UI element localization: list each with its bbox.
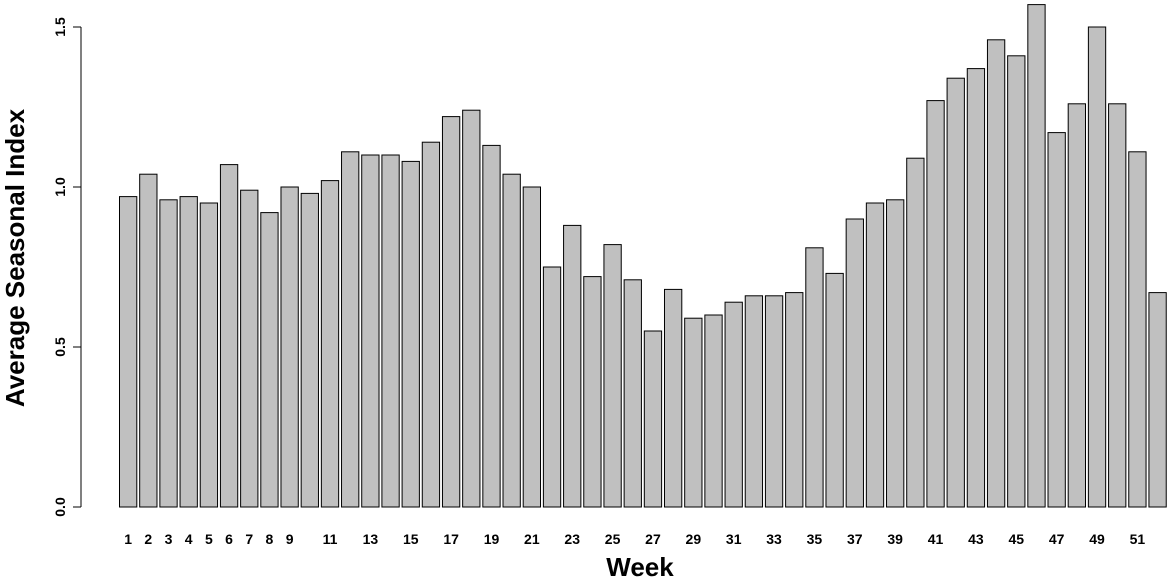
x-tick-label: 7 bbox=[245, 531, 253, 547]
bar-week-49 bbox=[1087, 26, 1107, 508]
bar-week-3 bbox=[159, 199, 178, 508]
bar-week-13 bbox=[361, 154, 380, 508]
x-axis-title: Week bbox=[606, 552, 674, 581]
bar-week-43 bbox=[966, 68, 986, 508]
x-tick-label: 51 bbox=[1130, 531, 1146, 547]
x-tick-label: 8 bbox=[266, 531, 274, 547]
bar-week-36 bbox=[825, 272, 844, 508]
y-tick-label: 0.5 bbox=[52, 337, 68, 357]
y-tick-label: 0.0 bbox=[52, 497, 68, 517]
x-tick-label: 25 bbox=[605, 531, 621, 547]
bar-week-11 bbox=[320, 180, 340, 508]
bar-week-51 bbox=[1128, 151, 1147, 508]
x-tick-label: 35 bbox=[807, 531, 823, 547]
bar-week-42 bbox=[946, 77, 965, 508]
x-tick-label: 3 bbox=[165, 531, 173, 547]
bar-week-24 bbox=[583, 276, 602, 508]
y-tick-label: 1.0 bbox=[52, 177, 68, 197]
bar-week-16 bbox=[421, 141, 441, 508]
x-tick-label: 13 bbox=[363, 531, 379, 547]
bar-week-23 bbox=[563, 224, 582, 508]
bar-week-46 bbox=[1027, 4, 1046, 508]
bar-week-9 bbox=[280, 186, 299, 508]
bar-week-45 bbox=[1007, 55, 1026, 508]
bar-week-15 bbox=[401, 160, 420, 508]
x-tick-label: 43 bbox=[968, 531, 984, 547]
bar-week-27 bbox=[643, 330, 663, 508]
x-tick-label: 19 bbox=[484, 531, 500, 547]
bar-week-19 bbox=[482, 144, 501, 508]
bar-week-6 bbox=[219, 164, 239, 508]
x-tick-label: 31 bbox=[726, 531, 742, 547]
bar-week-10 bbox=[300, 192, 319, 508]
bar-week-2 bbox=[139, 173, 158, 508]
x-tick-label: 27 bbox=[645, 531, 661, 547]
y-axis-title: Average Seasonal Index bbox=[0, 108, 30, 407]
x-tick-label: 49 bbox=[1089, 531, 1105, 547]
bar-week-17 bbox=[441, 116, 461, 508]
bar-week-28 bbox=[663, 288, 683, 508]
x-tick-label: 29 bbox=[686, 531, 702, 547]
bar-week-52 bbox=[1148, 292, 1167, 508]
bar-week-32 bbox=[744, 295, 764, 508]
bar-week-12 bbox=[341, 151, 360, 508]
bar-week-44 bbox=[986, 39, 1006, 508]
y-tick-label: 1.5 bbox=[52, 17, 68, 37]
bar-week-29 bbox=[684, 317, 703, 508]
bar-week-38 bbox=[865, 202, 885, 508]
x-tick-label: 21 bbox=[524, 531, 540, 547]
bar-week-22 bbox=[542, 266, 562, 508]
bar-week-26 bbox=[623, 279, 642, 508]
x-tick-label: 39 bbox=[887, 531, 903, 547]
bar-week-8 bbox=[260, 212, 279, 508]
bar-week-25 bbox=[603, 244, 622, 508]
x-tick-label: 41 bbox=[928, 531, 944, 547]
x-tick-label: 6 bbox=[225, 531, 233, 547]
x-tick-label: 45 bbox=[1009, 531, 1025, 547]
bars-group bbox=[119, 4, 1167, 508]
bar-week-31 bbox=[724, 301, 743, 508]
x-tick-label: 33 bbox=[766, 531, 782, 547]
x-tick-label: 4 bbox=[185, 531, 193, 547]
bar-week-37 bbox=[845, 218, 864, 508]
bar-week-18 bbox=[462, 109, 481, 508]
x-tick-label: 17 bbox=[443, 531, 459, 547]
bar-week-50 bbox=[1108, 103, 1127, 508]
x-tick-label: 11 bbox=[323, 531, 338, 547]
bar-week-7 bbox=[240, 189, 259, 508]
bar-week-34 bbox=[785, 292, 804, 508]
x-tick-label: 47 bbox=[1049, 531, 1065, 547]
bar-week-39 bbox=[886, 199, 905, 508]
bar-week-4 bbox=[179, 196, 198, 508]
y-axis: 0.0 0.5 1.0 1.5 bbox=[52, 17, 82, 517]
bar-week-30 bbox=[704, 314, 723, 508]
x-tick-label: 15 bbox=[403, 531, 419, 547]
bar-week-1 bbox=[119, 196, 138, 508]
x-tick-label: 9 bbox=[286, 531, 294, 547]
bar-week-40 bbox=[906, 157, 925, 508]
bar-week-21 bbox=[522, 186, 542, 508]
bar-week-47 bbox=[1047, 132, 1066, 508]
bar-week-5 bbox=[199, 202, 219, 508]
bar-week-48 bbox=[1067, 103, 1086, 508]
x-tick-label: 37 bbox=[847, 531, 863, 547]
x-tick-label: 23 bbox=[564, 531, 580, 547]
x-tick-label: 5 bbox=[205, 531, 213, 547]
x-tick-label: 2 bbox=[144, 531, 152, 547]
bar-week-35 bbox=[805, 247, 824, 508]
bar-week-33 bbox=[764, 295, 784, 508]
bar-week-14 bbox=[381, 154, 400, 508]
x-tick-labels: 1 2 3 4 5 6 7 8 9 11 13 15 17 19 21 23 25 27 29 31 33 35 37 39 4… bbox=[124, 531, 1145, 547]
bar-week-41 bbox=[926, 100, 945, 508]
x-tick-label: 1 bbox=[124, 531, 132, 547]
bar-week-20 bbox=[502, 173, 521, 508]
